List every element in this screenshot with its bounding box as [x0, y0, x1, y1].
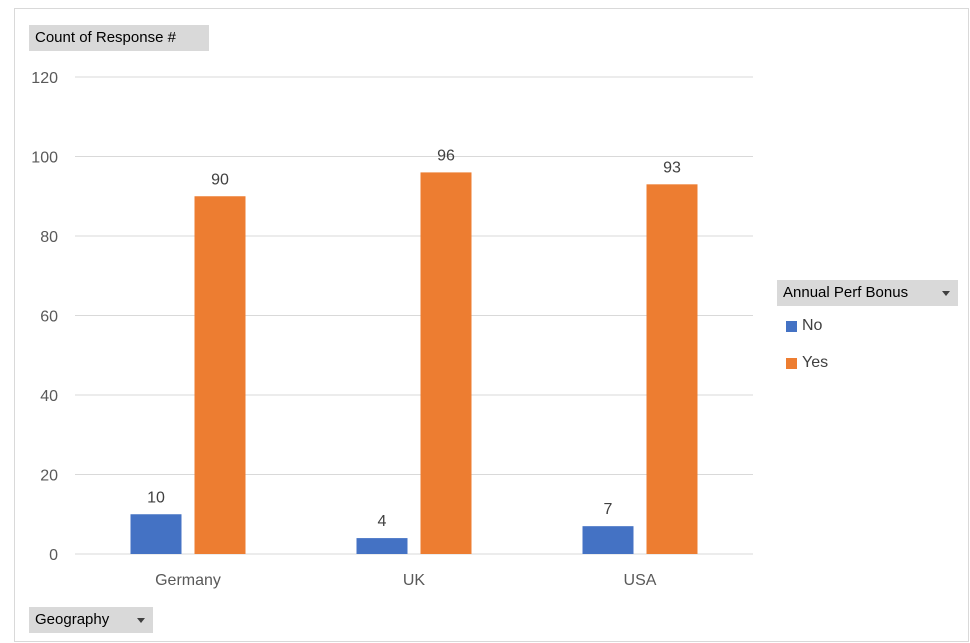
axis-field-label: Geography — [35, 611, 110, 628]
legend-swatch-yes — [786, 358, 797, 369]
y-tick-label: 100 — [31, 150, 58, 167]
y-tick-label: 80 — [40, 229, 58, 246]
data-label: 10 — [147, 489, 165, 506]
y-tick-label: 40 — [40, 388, 58, 405]
y-axis-tick-labels: 0 20 40 60 80 100 120 — [31, 70, 58, 564]
x-tick-label: UK — [403, 572, 426, 589]
chevron-down-icon[interactable] — [942, 291, 950, 296]
bar-no-germany — [130, 514, 182, 554]
x-axis-tick-labels: Germany UK USA — [155, 572, 657, 589]
gridlines — [75, 76, 753, 555]
y-tick-label: 0 — [49, 547, 58, 564]
data-labels: 10 90 4 96 7 93 — [147, 147, 681, 530]
legend-field-label: Annual Perf Bonus — [783, 284, 909, 301]
bar-no-uk — [356, 538, 408, 554]
bar-yes-uk — [420, 172, 472, 554]
bar-yes-usa — [646, 184, 698, 554]
y-tick-label: 120 — [31, 70, 58, 87]
bars — [130, 172, 698, 554]
legend: No Yes — [786, 314, 936, 388]
data-label: 90 — [211, 171, 229, 188]
legend-item-yes: Yes — [786, 351, 936, 388]
legend-label-yes: Yes — [802, 354, 829, 371]
x-tick-label: Germany — [155, 572, 221, 589]
x-tick-label: USA — [624, 572, 657, 589]
legend-label-no: No — [802, 317, 823, 334]
axis-field-button[interactable]: Geography — [29, 607, 153, 633]
bar-no-usa — [582, 526, 634, 554]
value-field-label: Count of Response # — [35, 29, 176, 46]
y-tick-label: 20 — [40, 468, 58, 485]
y-tick-label: 60 — [40, 309, 58, 326]
data-label: 96 — [437, 147, 455, 164]
legend-item-no: No — [786, 314, 936, 351]
value-field-button[interactable]: Count of Response # — [29, 25, 209, 51]
chevron-down-icon[interactable] — [137, 618, 145, 623]
bar-yes-germany — [194, 196, 246, 554]
data-label: 4 — [378, 513, 387, 530]
data-label: 93 — [663, 159, 681, 176]
data-label: 7 — [604, 501, 613, 518]
legend-field-button[interactable]: Annual Perf Bonus — [777, 280, 958, 306]
legend-swatch-no — [786, 321, 797, 332]
